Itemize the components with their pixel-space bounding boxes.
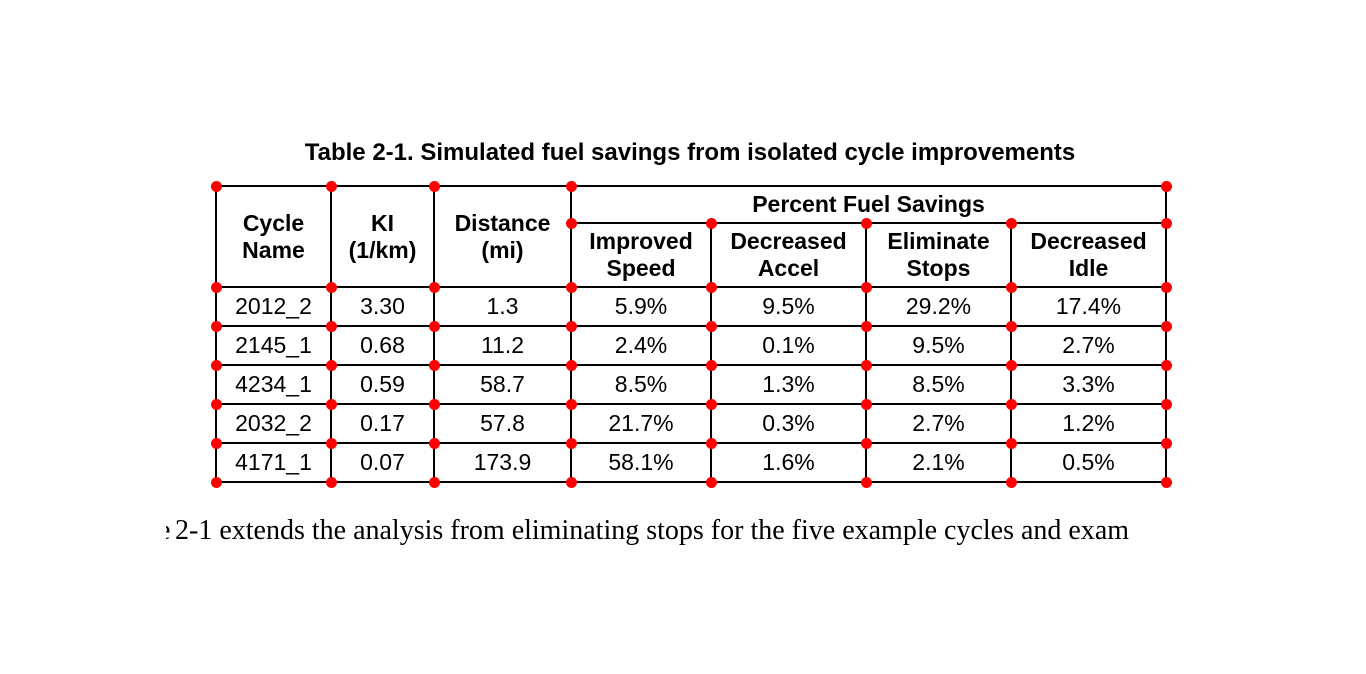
table-caption: Table 2-1. Simulated fuel savings from i… bbox=[304, 139, 1076, 166]
table-row: 4234_1 0.59 58.7 8.5% 1.3% 8.5% 3.3% bbox=[215, 364, 1168, 405]
column-header-cycle-name: Cycle Name bbox=[215, 185, 332, 288]
cell-decreased-accel: 9.5% bbox=[710, 286, 867, 327]
cell-decreased-accel: 1.3% bbox=[710, 364, 867, 405]
column-header-line: Stops bbox=[906, 255, 971, 281]
column-header-line: Distance bbox=[454, 209, 551, 236]
cell-distance: 58.7 bbox=[433, 364, 572, 405]
cell-distance: 1.3 bbox=[433, 286, 572, 327]
cell-improved-speed: 58.1% bbox=[570, 442, 712, 483]
cell-cycle-name: 2012_2 bbox=[215, 286, 332, 327]
cell-eliminate-stops: 2.7% bbox=[865, 403, 1012, 444]
cell-ki: 0.07 bbox=[330, 442, 435, 483]
cell-decreased-idle: 1.2% bbox=[1009, 403, 1168, 444]
column-header-line: Eliminate bbox=[887, 228, 990, 254]
cell-cycle-name: 4234_1 bbox=[215, 364, 332, 405]
table-row: 2032_2 0.17 57.8 21.7% 0.3% 2.7% 1.2% bbox=[215, 403, 1168, 444]
group-header-percent-fuel-savings: Percent Fuel Savings bbox=[569, 185, 1168, 224]
cell-decreased-accel: 1.6% bbox=[710, 442, 867, 483]
column-header-line: Improved bbox=[589, 228, 693, 254]
column-header-line: Speed bbox=[606, 255, 676, 281]
column-header-line: Accel bbox=[757, 255, 820, 281]
table-row: 2012_2 3.30 1.3 5.9% 9.5% 29.2% 17.4% bbox=[215, 286, 1168, 327]
cell-improved-speed: 5.9% bbox=[570, 286, 712, 327]
body-paragraph-text: 2-1 extends the analysis from eliminatin… bbox=[175, 515, 1130, 546]
column-header-line: Idle bbox=[1068, 255, 1109, 281]
header-row-group: Cycle Name KI (1/km) Distance (mi) Perce… bbox=[215, 185, 1168, 288]
cell-eliminate-stops: 8.5% bbox=[865, 364, 1012, 405]
clipped-character-fragment: e bbox=[166, 515, 171, 547]
column-header-decreased-accel: Decreased Accel bbox=[710, 222, 867, 288]
cell-cycle-name: 2145_1 bbox=[215, 325, 332, 366]
column-header-line: Name bbox=[242, 236, 305, 263]
cell-cycle-name: 4171_1 bbox=[215, 442, 332, 483]
column-header-line: (1/km) bbox=[348, 236, 417, 263]
column-header-line: Cycle bbox=[242, 209, 305, 236]
cell-improved-speed: 2.4% bbox=[570, 325, 712, 366]
cell-improved-speed: 21.7% bbox=[570, 403, 712, 444]
column-header-ki: KI (1/km) bbox=[330, 185, 435, 288]
fuel-table-body: 2012_2 3.30 1.3 5.9% 9.5% 29.2% 17.4% 2145_1 0.6… bbox=[215, 286, 1168, 483]
cell-distance: 173.9 bbox=[433, 442, 572, 483]
header-row-sub: Improved Speed Decreased Accel Eliminate… bbox=[216, 222, 1168, 288]
cell-distance: 57.8 bbox=[433, 403, 572, 444]
cell-eliminate-stops: 29.2% bbox=[865, 286, 1012, 327]
column-header-line: (mi) bbox=[481, 236, 524, 263]
column-header-line: KI bbox=[371, 209, 394, 236]
body-paragraph: e2-1 extends the analysis from eliminati… bbox=[166, 515, 1129, 547]
fuel-savings-table: Cycle Name KI (1/km) Distance (mi) Perce… bbox=[215, 185, 1168, 483]
cell-cycle-name: 2032_2 bbox=[215, 403, 332, 444]
column-header-line: Decreased bbox=[730, 228, 847, 254]
cell-ki: 0.68 bbox=[330, 325, 435, 366]
cell-decreased-idle: 17.4% bbox=[1009, 286, 1168, 327]
cell-decreased-accel: 0.1% bbox=[710, 325, 867, 366]
cell-decreased-idle: 3.3% bbox=[1009, 364, 1168, 405]
cell-decreased-idle: 2.7% bbox=[1009, 325, 1168, 366]
column-header-improved-speed: Improved Speed bbox=[570, 222, 712, 288]
cell-eliminate-stops: 9.5% bbox=[865, 325, 1012, 366]
cell-decreased-idle: 0.5% bbox=[1009, 442, 1168, 483]
clipped-character: e bbox=[166, 515, 170, 547]
cell-ki: 0.59 bbox=[330, 364, 435, 405]
cell-improved-speed: 8.5% bbox=[570, 364, 712, 405]
column-header-eliminate-stops: Eliminate Stops bbox=[865, 222, 1012, 288]
column-header-distance: Distance (mi) bbox=[433, 185, 572, 288]
column-header-decreased-idle: Decreased Idle bbox=[1009, 222, 1168, 288]
column-header-line: Decreased bbox=[1030, 228, 1147, 254]
cell-eliminate-stops: 2.1% bbox=[865, 442, 1012, 483]
table-row: 2145_1 0.68 11.2 2.4% 0.1% 9.5% 2.7% bbox=[215, 325, 1168, 366]
cell-ki: 3.30 bbox=[330, 286, 435, 327]
cell-decreased-accel: 0.3% bbox=[710, 403, 867, 444]
cell-distance: 11.2 bbox=[433, 325, 572, 366]
fuel-savings-table-wrap: Cycle Name KI (1/km) Distance (mi) Perce… bbox=[215, 185, 1168, 483]
table-row: 4171_1 0.07 173.9 58.1% 1.6% 2.1% 0.5% bbox=[215, 442, 1168, 483]
cell-ki: 0.17 bbox=[330, 403, 435, 444]
